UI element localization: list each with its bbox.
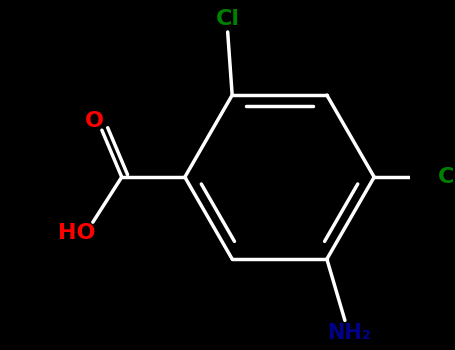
Text: NH₂: NH₂ [328,323,371,343]
Text: HO: HO [58,223,96,243]
Text: Cl: Cl [216,9,240,29]
Text: Cl: Cl [438,167,455,187]
Text: O: O [85,111,104,131]
